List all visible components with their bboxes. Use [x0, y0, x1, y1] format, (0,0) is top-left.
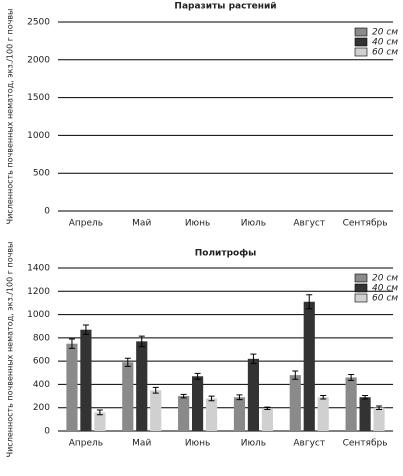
y-tick-label: 1200	[27, 287, 50, 297]
y-tick-label: 500	[33, 169, 50, 179]
legend-swatch	[354, 37, 368, 47]
bar	[205, 398, 218, 431]
legend-swatch	[354, 273, 368, 283]
x-tick-label: Июнь	[185, 219, 211, 229]
error-bar	[362, 394, 369, 400]
error-bar	[68, 338, 75, 349]
y-tick-label: 200	[33, 403, 50, 413]
x-tick-label: Май	[132, 439, 151, 449]
error-bar	[124, 357, 131, 367]
bar	[345, 377, 357, 431]
legend-swatch	[354, 283, 368, 293]
bar	[94, 412, 106, 431]
x-tick-label: Июнь	[185, 439, 211, 449]
y-tick-label: 400	[33, 380, 50, 390]
legend-label: 60 см	[372, 294, 398, 304]
chart-title: Паразиты растений	[174, 2, 276, 12]
x-tick-label: Август	[293, 219, 325, 229]
bar	[233, 397, 246, 431]
error-bar	[306, 294, 313, 310]
y-tick-label: 800	[33, 333, 50, 343]
y-tick-label: 2000	[27, 55, 50, 65]
legend-label: 60 см	[372, 48, 398, 58]
error-bar	[96, 409, 103, 416]
y-axis-label: Численность почвенных нематод, экз./100 …	[6, 242, 15, 458]
y-tick-label: 2500	[27, 18, 50, 28]
error-bar	[348, 374, 355, 381]
bar	[289, 375, 301, 431]
error-bar	[236, 394, 243, 401]
bar	[373, 407, 385, 431]
bar	[178, 396, 190, 431]
x-tick-label: Сентябрь	[343, 219, 388, 229]
y-tick-label: 1500	[27, 93, 50, 103]
y-tick-label: 0	[44, 207, 50, 217]
y-tick-label: 1000	[27, 131, 50, 141]
legend-swatch	[354, 27, 368, 37]
bar	[66, 343, 78, 431]
bar	[122, 362, 134, 431]
x-tick-label: Сентябрь	[343, 439, 388, 449]
bar	[317, 397, 329, 431]
y-tick-label: 1000	[27, 310, 50, 320]
legend-swatch	[354, 293, 368, 303]
bar	[261, 408, 273, 431]
error-bar	[180, 393, 187, 399]
error-bar	[320, 394, 327, 400]
bar	[150, 390, 162, 431]
error-bar	[292, 370, 299, 380]
error-bar	[250, 353, 257, 364]
bar	[359, 397, 371, 431]
x-tick-label: Апрель	[69, 439, 103, 449]
y-tick-label: 0	[44, 427, 50, 437]
bar	[303, 301, 315, 431]
error-bar	[82, 324, 89, 335]
x-tick-label: Июль	[241, 439, 266, 449]
error-bar	[194, 372, 201, 380]
bar	[247, 358, 259, 431]
bar	[80, 329, 92, 431]
y-tick-label: 1400	[27, 264, 50, 274]
bar	[192, 376, 204, 431]
legend-label: 40 см	[372, 38, 398, 48]
x-tick-label: Июль	[241, 219, 266, 229]
legend-label: 20 см	[372, 274, 398, 284]
error-bar	[264, 406, 271, 410]
x-tick-label: Апрель	[69, 219, 103, 229]
x-tick-label: Май	[132, 219, 151, 229]
legend-label: 20 см	[372, 28, 398, 38]
y-tick-label: 600	[33, 357, 50, 367]
error-bar	[138, 335, 145, 348]
y-axis-label: Численность почвенных нематод, экз./100 …	[6, 9, 15, 225]
x-tick-label: Август	[293, 439, 325, 449]
bar	[136, 341, 148, 431]
chart-title: Политрофы	[195, 249, 257, 259]
error-bar	[208, 395, 215, 402]
error-bar	[376, 405, 383, 410]
legend-label: 40 см	[372, 284, 398, 294]
legend-swatch	[354, 47, 368, 57]
error-bar	[152, 386, 159, 394]
